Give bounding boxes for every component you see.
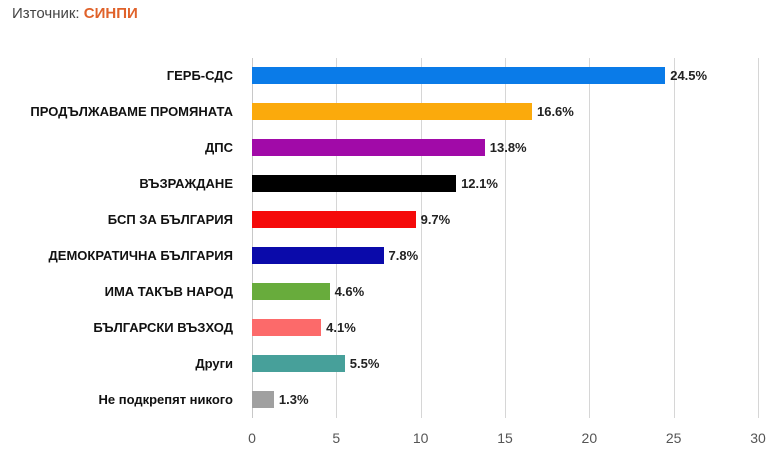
gridline xyxy=(336,58,338,418)
category-label: Други xyxy=(195,356,233,371)
category-label: ИМА ТАКЪВ НАРОД xyxy=(104,284,233,299)
category-label: ПРОДЪЛЖАВАМЕ ПРОМЯНАТА xyxy=(30,104,233,119)
category-label: ДЕМОКРАТИЧНА БЪЛГАРИЯ xyxy=(48,248,233,263)
category-label: ДПС xyxy=(205,140,233,155)
category-label: ВЪЗРАЖДАНЕ xyxy=(139,176,233,191)
bar xyxy=(252,211,416,228)
bar-value-label: 5.5% xyxy=(349,356,380,371)
category-label: БСП ЗА БЪЛГАРИЯ xyxy=(107,212,233,227)
bar-chart-plot-area: 24.5% 16.6% 13.8% 12.1% 9.7% 7.8% 4.6% 4.1% 5.5%… xyxy=(252,58,759,418)
x-tick-label: 25 xyxy=(665,430,682,446)
bar-value-label: 4.1% xyxy=(326,320,356,335)
source-label: Източник: xyxy=(12,5,80,22)
source-line: Източник: СИНПИ xyxy=(12,5,138,22)
bar-value-label: 12.1% xyxy=(461,176,498,191)
gridline xyxy=(589,58,591,418)
x-tick-label: 10 xyxy=(412,430,429,446)
bar xyxy=(252,175,457,192)
x-tick-label: 30 xyxy=(750,430,766,446)
bar-value-label: 1.3% xyxy=(278,392,309,407)
bar xyxy=(252,67,666,84)
gridline xyxy=(252,58,253,418)
category-label: БЪЛГАРСКИ ВЪЗХОД xyxy=(93,320,233,335)
bar-value-label: 9.7% xyxy=(420,212,451,227)
bar-value-label: 13.8% xyxy=(489,140,527,155)
bar xyxy=(252,247,384,264)
bar xyxy=(252,139,485,156)
bar-value-label: 24.5% xyxy=(670,68,708,83)
bar-value-label: 4.6% xyxy=(334,284,365,299)
gridline xyxy=(673,58,675,418)
gridline xyxy=(505,58,506,418)
source-name: СИНПИ xyxy=(83,5,138,22)
x-tick-label: 5 xyxy=(332,430,341,446)
category-label: Не подкрепят никого xyxy=(98,392,233,407)
bar-value-label: 7.8% xyxy=(388,248,419,263)
bar-value-label: 16.6% xyxy=(536,104,574,119)
bar xyxy=(252,319,322,336)
x-tick-label: 15 xyxy=(497,430,513,446)
gridline xyxy=(420,58,422,418)
bar xyxy=(252,283,330,300)
category-label: ГЕРБ-СДС xyxy=(166,68,233,83)
x-tick-label: 20 xyxy=(581,430,598,446)
bar xyxy=(252,355,345,372)
bar xyxy=(252,391,274,408)
gridline xyxy=(758,58,759,418)
bar xyxy=(252,103,532,120)
x-tick-label: 0 xyxy=(248,430,256,446)
